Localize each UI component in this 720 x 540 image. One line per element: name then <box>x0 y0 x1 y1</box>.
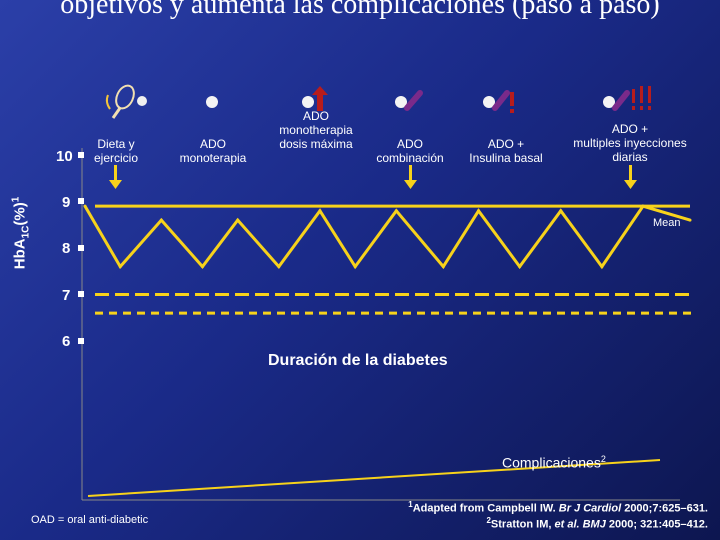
series-point <box>477 209 481 213</box>
mean-label: Mean <box>653 217 681 229</box>
step-ado-combo-label: ADO combinación <box>376 137 443 165</box>
series-point <box>353 265 357 269</box>
step-ado-max-line1: ADO <box>302 109 330 123</box>
step-ado-insulin-line1: ADO + <box>487 137 525 151</box>
step-arrow-ado-combo <box>404 165 417 189</box>
ref2-etal: et al. BMJ <box>554 518 606 531</box>
complications-label-sup: 2 <box>600 454 606 464</box>
step-arrow-diet <box>109 165 122 189</box>
series-point <box>118 265 122 269</box>
step-ado-max-label: ADO monotherapia dosis máxima <box>279 109 352 151</box>
series-point <box>518 265 522 269</box>
step-ado-mono-label: ADO monoterapia <box>180 137 247 165</box>
ref1-journal: Br J Cardiol <box>558 502 622 515</box>
step-ado-multi-line2: multiples inyecciones <box>573 136 687 150</box>
series-point <box>83 204 87 208</box>
reference-1: 1Adapted from Campbell IW. Br J Cardiol … <box>408 500 708 515</box>
step-ado-mono-line2: monoterapia <box>179 151 247 165</box>
step-diet-line2: ejercicio <box>93 151 139 165</box>
step-diet-line1: Dieta y <box>97 137 135 151</box>
pill-up-arrow-icon <box>302 86 328 111</box>
tennis-racket-ball-icon <box>105 84 147 119</box>
series-point <box>441 265 445 269</box>
duration-label: Duración de la diabetes <box>268 352 448 369</box>
series-point <box>688 218 692 222</box>
y-tick-7: 7 <box>62 287 71 304</box>
step-ado-multi-line1: ADO + <box>611 122 649 136</box>
y-tick-10: 10 <box>56 148 73 165</box>
step-ado-multi-label: ADO + multiples inyecciones diarias <box>573 122 686 164</box>
series-point <box>277 265 281 269</box>
step-ado-mono-line1: ADO <box>199 137 226 151</box>
white-pill-icon <box>206 96 218 108</box>
complications-label: Complicaciones2 <box>502 454 606 471</box>
ref2-sup: 2 <box>486 516 491 525</box>
step-ado-insulin-line2: Insulina basal <box>469 151 543 165</box>
series-point <box>600 265 604 269</box>
y-tick-9: 9 <box>62 194 71 211</box>
slide-title: objetivos y aumenta las complicaciones (… <box>60 0 660 20</box>
ref1-text: Adapted from Campbell IW. <box>412 502 559 515</box>
ref2-tail: 2000; 321:405–412. <box>605 518 708 531</box>
step-diet-label: Dieta y ejercicio <box>94 137 138 165</box>
step-ado-multi-line3: diarias <box>612 150 648 164</box>
series-point <box>394 209 398 213</box>
series-point <box>236 218 240 222</box>
series-line-0 <box>83 204 691 270</box>
ref1-tail: 2000;7:625–631. <box>621 502 708 515</box>
complications-label-text: Complicaciones <box>502 454 601 471</box>
step-ado-insulin-label: ADO + Insulina basal <box>469 137 542 165</box>
pills-multiple-injections-icon <box>603 86 651 111</box>
step-ado-max-line3: dosis máxima <box>279 137 353 151</box>
y-tick-6: 6 <box>62 333 71 350</box>
reference-lines <box>95 293 695 315</box>
step-ado-max-line2: monotherapia <box>279 123 353 137</box>
step-ado-combo-line2: combinación <box>376 151 444 165</box>
y-tick-marks <box>78 152 84 344</box>
series-point <box>559 209 563 213</box>
step-ado-combo-line1: ADO <box>396 137 423 151</box>
step-arrows <box>109 165 637 189</box>
pills-insulin-icon <box>483 90 514 113</box>
two-pills-icon <box>395 90 423 111</box>
series-point <box>159 218 163 222</box>
ref2-text: Stratton IM, <box>490 518 555 531</box>
ref1-sup: 1 <box>408 500 413 509</box>
series-point <box>200 265 204 269</box>
series-point <box>318 209 322 213</box>
footnote: OAD = oral anti-diabetic <box>31 514 149 526</box>
reference-2: 2Stratton IM, et al. BMJ 2000; 321:405–4… <box>486 516 708 531</box>
y-tick-8: 8 <box>62 240 71 257</box>
step-arrow-ado-multi <box>624 165 637 189</box>
hba1c-series <box>83 204 692 270</box>
complications-trend-line <box>87 459 661 497</box>
